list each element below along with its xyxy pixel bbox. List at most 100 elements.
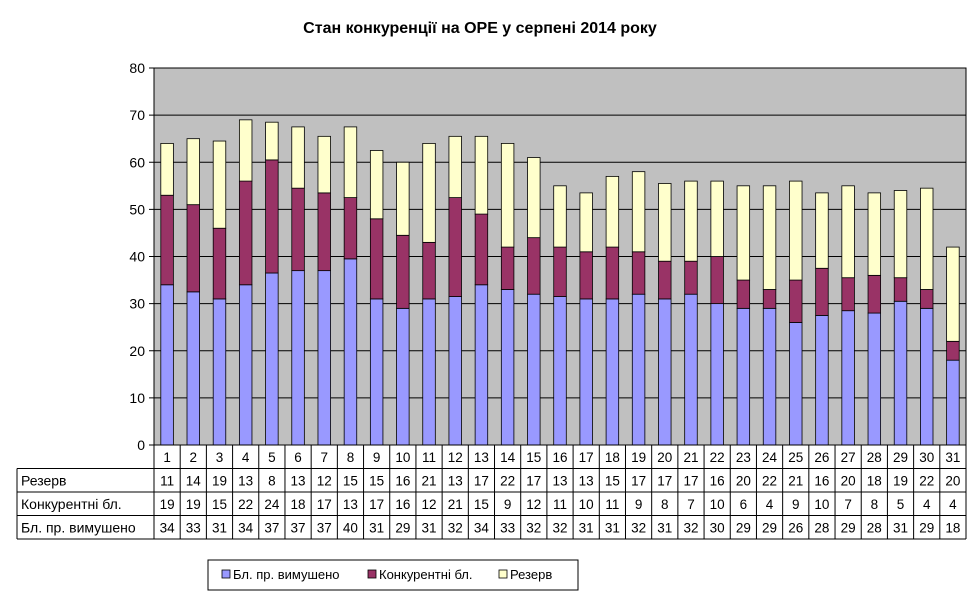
bar-segment	[396, 307, 410, 446]
bar-segment	[579, 298, 593, 446]
bar-segment	[579, 192, 593, 253]
y-tick-label: 0	[137, 437, 145, 453]
table-value: 7	[687, 497, 695, 512]
table-value: 24	[264, 497, 280, 512]
category-label: 2	[190, 450, 198, 465]
table-value: 20	[945, 473, 960, 488]
bar-segment	[815, 267, 829, 316]
table-value: 21	[448, 497, 463, 512]
table-value: 16	[710, 473, 725, 488]
legend-swatch	[221, 569, 231, 579]
data-table: 1 2 3 4 5 6 7 8 9 10 11 12 13 14 15 16 17 18 19 20 21 22 23 24 2…	[16, 444, 967, 540]
table-value: 32	[552, 520, 567, 535]
category-label: 23	[736, 450, 751, 465]
category-label: 6	[294, 450, 302, 465]
bar-segment	[841, 277, 855, 312]
bar-segment	[867, 192, 882, 276]
bar-segment	[186, 204, 200, 293]
category-label: 8	[347, 450, 355, 465]
bar-segment	[841, 185, 855, 279]
bar-segment	[474, 213, 489, 286]
table-value: 9	[504, 497, 512, 512]
bar-segment	[500, 289, 515, 446]
table-series-label: Бл. пр. вимушено	[21, 519, 136, 535]
category-label: 22	[710, 450, 725, 465]
table-value: 32	[526, 520, 541, 535]
table-value: 29	[762, 520, 777, 535]
bar-segment	[186, 291, 200, 446]
y-tick-label: 10	[129, 390, 145, 406]
category-label: 5	[268, 450, 276, 465]
bar-segment	[920, 289, 934, 309]
bar-segment	[553, 296, 567, 446]
category-label: 12	[448, 450, 463, 465]
table-value: 37	[317, 520, 332, 535]
bar-segment	[422, 241, 436, 300]
table-value: 26	[788, 520, 803, 535]
table-value: 29	[736, 520, 751, 535]
table-value: 20	[841, 473, 856, 488]
category-label: 20	[657, 450, 672, 465]
table-value: 21	[788, 473, 803, 488]
table-value: 16	[814, 473, 829, 488]
category-label: 15	[526, 450, 541, 465]
bar-segment	[500, 142, 515, 248]
category-label: 7	[321, 450, 329, 465]
bar-segment	[317, 135, 331, 194]
bar-segment	[212, 227, 227, 300]
table-value: 22	[500, 473, 515, 488]
bar-segment	[684, 293, 698, 446]
table-value: 13	[552, 473, 567, 488]
bar-segment	[710, 256, 724, 305]
bar-segment	[265, 272, 279, 446]
bar-segment	[762, 307, 777, 446]
table-value: 17	[526, 473, 541, 488]
table-value: 8	[268, 473, 276, 488]
table-value: 15	[474, 497, 489, 512]
legend-label: Бл. пр. вимушено	[233, 567, 340, 582]
y-tick-label: 30	[129, 296, 145, 312]
table-value: 17	[657, 473, 672, 488]
table-value: 8	[661, 497, 669, 512]
bar-segment	[448, 197, 462, 297]
table-value: 40	[343, 520, 358, 535]
bar-segment	[579, 251, 593, 300]
bar-segment	[658, 260, 672, 300]
bar-segment	[212, 298, 227, 446]
table-value: 29	[841, 520, 856, 535]
bar-segment	[291, 187, 305, 272]
table-series-label: Конкурентні бл.	[21, 496, 122, 512]
bar-segment	[396, 161, 410, 236]
legend-swatch	[367, 569, 377, 579]
bar-segment	[265, 159, 279, 274]
table-value: 31	[422, 520, 437, 535]
bar-segment	[631, 171, 646, 253]
bar-segment	[343, 126, 358, 198]
bar-segment	[789, 180, 803, 281]
y-tick-label: 50	[129, 201, 145, 217]
table-value: 31	[579, 520, 594, 535]
table-value: 18	[291, 497, 306, 512]
table-value: 13	[448, 473, 463, 488]
table-value: 29	[395, 520, 410, 535]
bar-segment	[920, 307, 934, 446]
bar-segment	[474, 135, 489, 215]
bar-segment	[265, 121, 279, 161]
bar-segment	[422, 142, 436, 243]
bar-segment	[160, 194, 174, 286]
bar-segment	[291, 270, 305, 446]
table-value: 11	[553, 497, 567, 512]
bar-segment	[317, 270, 331, 446]
legend-label: Резерв	[510, 567, 552, 582]
bar-segment	[396, 234, 410, 309]
table-value: 20	[736, 473, 751, 488]
table-value: 22	[762, 473, 777, 488]
table-value: 32	[631, 520, 646, 535]
table-value: 32	[683, 520, 698, 535]
table-value: 18	[945, 520, 960, 535]
bar-segment	[815, 192, 829, 269]
table-value: 15	[369, 473, 384, 488]
bar-segment	[710, 303, 724, 446]
table-value: 15	[343, 473, 358, 488]
